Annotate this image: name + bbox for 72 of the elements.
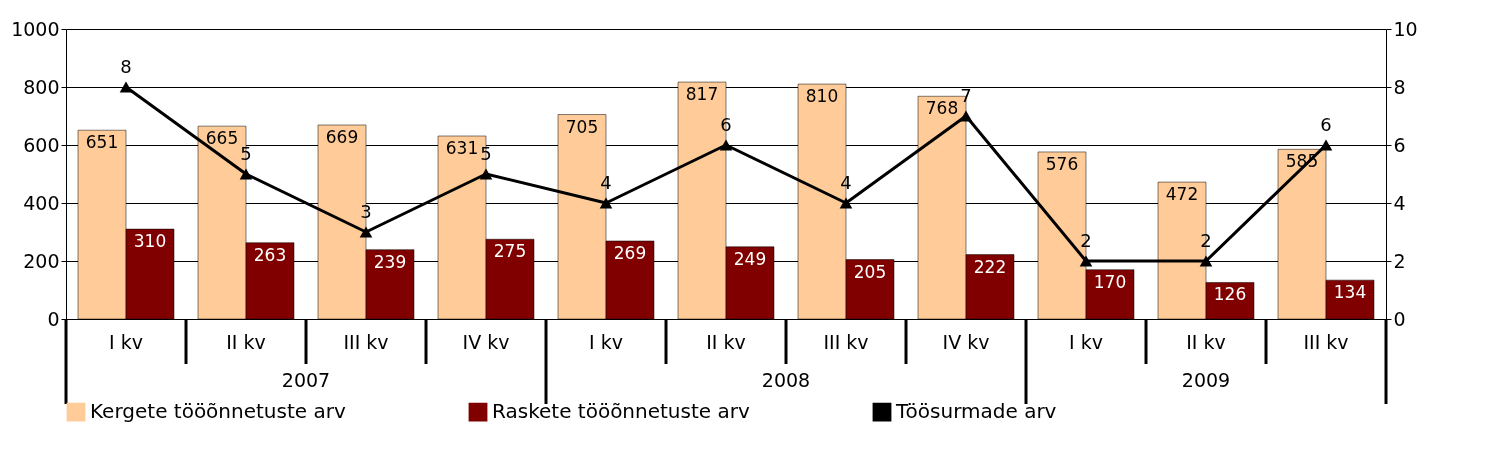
y-tick-label: 1000 bbox=[11, 17, 60, 40]
data-label: 205 bbox=[853, 261, 887, 282]
y2-tick-label: 0 bbox=[1393, 307, 1406, 330]
y2-tick-label: 4 bbox=[1393, 191, 1406, 214]
data-label: 5 bbox=[240, 143, 252, 164]
data-label: 239 bbox=[373, 251, 407, 272]
data-label: 665 bbox=[205, 128, 239, 149]
text: 2009 bbox=[1181, 369, 1231, 391]
x-tick-label: IV kv bbox=[942, 330, 990, 353]
x-tick-label: II kv bbox=[706, 330, 746, 353]
data-label: 269 bbox=[613, 242, 647, 263]
y2-tick-label: 8 bbox=[1393, 75, 1406, 98]
data-label: 6 bbox=[1320, 114, 1332, 135]
y-tick-label: 200 bbox=[23, 249, 60, 272]
data-label: 2 bbox=[1080, 230, 1092, 251]
data-label: 4 bbox=[600, 172, 612, 193]
y-tick-label: 0 bbox=[47, 307, 60, 330]
data-label: 275 bbox=[493, 241, 527, 262]
text: 2008 bbox=[761, 369, 811, 391]
x-tick-label: I kv bbox=[589, 330, 623, 353]
legend-label: Töösurmade arv bbox=[895, 399, 1057, 424]
data-label: 2 bbox=[1200, 230, 1212, 251]
point bbox=[119, 81, 133, 93]
data-label: 669 bbox=[325, 126, 359, 147]
y-tick-label: 400 bbox=[23, 191, 60, 214]
point bbox=[1079, 255, 1093, 267]
y-tick-label: 600 bbox=[23, 133, 60, 156]
point bbox=[719, 139, 733, 151]
data-label: 817 bbox=[685, 84, 719, 105]
data-label: 3 bbox=[360, 201, 372, 222]
text: 2007 bbox=[281, 369, 331, 391]
data-label: 170 bbox=[1093, 271, 1127, 292]
data-label: 8 bbox=[120, 56, 132, 77]
data-label: 310 bbox=[133, 231, 167, 252]
data-label: 705 bbox=[565, 116, 599, 137]
point bbox=[479, 168, 493, 180]
data-label: 5 bbox=[480, 143, 492, 164]
x-tick-label: III kv bbox=[823, 330, 869, 353]
data-label: 134 bbox=[1333, 282, 1367, 303]
y2-tick-label: 6 bbox=[1393, 133, 1406, 156]
point bbox=[239, 168, 253, 180]
point bbox=[959, 110, 973, 122]
x-tick-label: III kv bbox=[1303, 330, 1349, 353]
x-tick-label: IV kv bbox=[462, 330, 510, 353]
data-label: 7 bbox=[960, 85, 972, 106]
data-label: 651 bbox=[85, 132, 119, 153]
data-label: 631 bbox=[445, 138, 479, 159]
y2-tick-label: 10 bbox=[1393, 17, 1418, 40]
data-label: 222 bbox=[973, 256, 1007, 277]
legend-label: Raskete tööõnnetuste arv bbox=[492, 399, 750, 424]
point bbox=[1319, 139, 1333, 151]
data-label: 472 bbox=[1165, 184, 1199, 205]
data-label: 249 bbox=[733, 248, 767, 269]
x-tick-label: II kv bbox=[1186, 330, 1226, 353]
data-label: 263 bbox=[253, 244, 287, 265]
data-label: 4 bbox=[840, 172, 852, 193]
x-tick-label: III kv bbox=[343, 330, 389, 353]
x-tick-label: I kv bbox=[1069, 330, 1103, 353]
point bbox=[599, 197, 613, 209]
x-tick-label: I kv bbox=[109, 330, 143, 353]
legend-label: Kergete tööõnnetuste arv bbox=[90, 399, 346, 424]
data-label: 810 bbox=[805, 86, 839, 107]
point bbox=[359, 226, 373, 238]
point bbox=[839, 197, 853, 209]
y2-tick-label: 2 bbox=[1393, 249, 1406, 272]
y-tick-label: 800 bbox=[23, 75, 60, 98]
data-label: 6 bbox=[720, 114, 732, 135]
point bbox=[1199, 255, 1213, 267]
x-tick-label: II kv bbox=[226, 330, 266, 353]
data-label: 768 bbox=[925, 98, 959, 119]
data-label: 576 bbox=[1045, 153, 1079, 174]
data-label: 126 bbox=[1213, 284, 1247, 305]
